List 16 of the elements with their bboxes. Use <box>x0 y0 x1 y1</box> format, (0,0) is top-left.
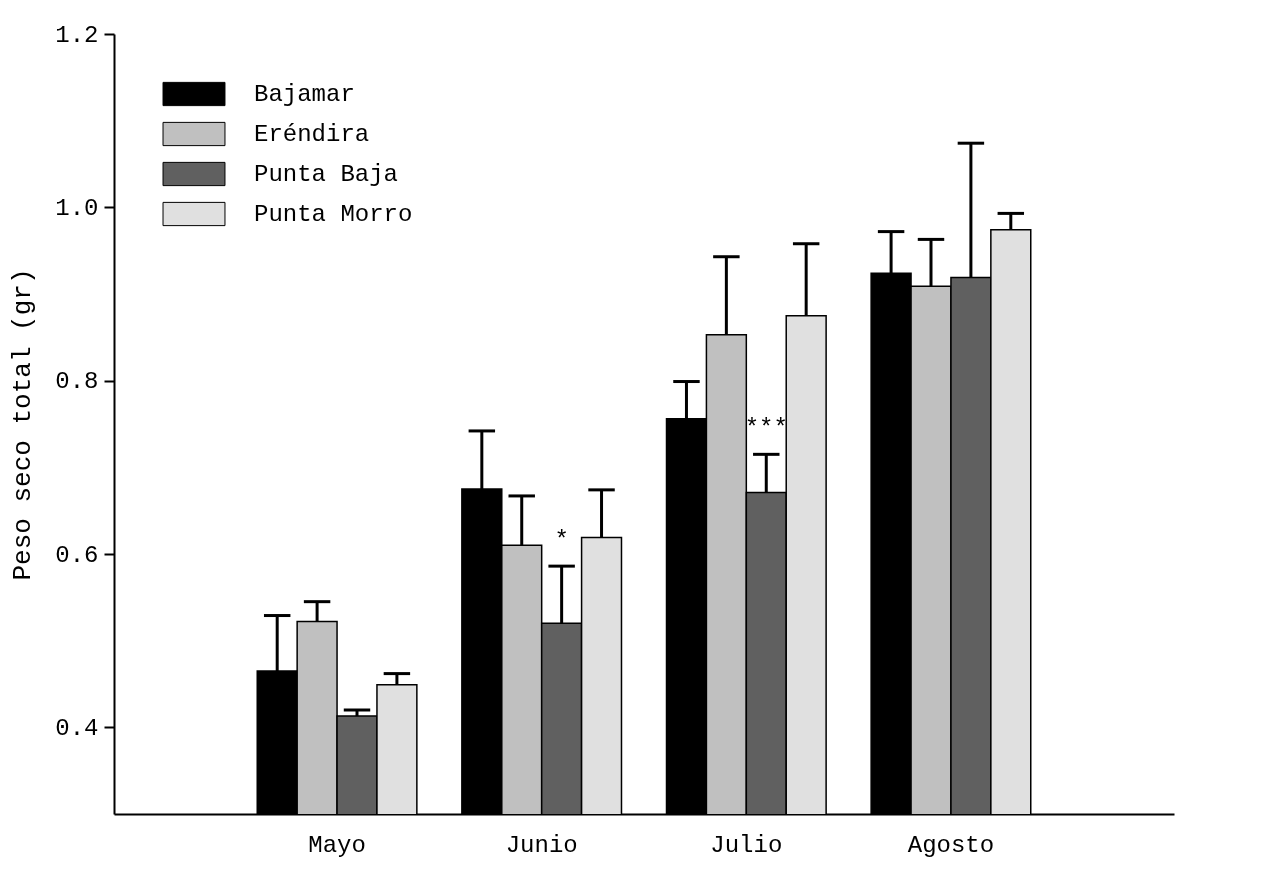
legend-label: Eréndira <box>254 121 370 148</box>
y-axis-title: Peso seco total (gr) <box>8 268 39 581</box>
x-tick-label: Julio <box>710 831 783 859</box>
x-tick-label: Mayo <box>308 831 366 859</box>
y-tick-label: 1.2 <box>55 21 99 49</box>
legend-label: Bajamar <box>254 81 355 108</box>
legend-label: Punta Baja <box>254 161 399 188</box>
annotation: * <box>554 527 569 555</box>
annotation: *** <box>744 415 788 443</box>
y-tick-label: 0.6 <box>55 541 99 569</box>
y-tick-label: 1.0 <box>55 194 99 222</box>
x-tick-label: Agosto <box>907 831 995 859</box>
x-tick-label: Junio <box>505 831 578 859</box>
y-tick-label: 0.4 <box>55 714 99 742</box>
legend-label: Punta Morro <box>254 201 413 228</box>
y-tick-label: 0.8 <box>55 368 99 396</box>
